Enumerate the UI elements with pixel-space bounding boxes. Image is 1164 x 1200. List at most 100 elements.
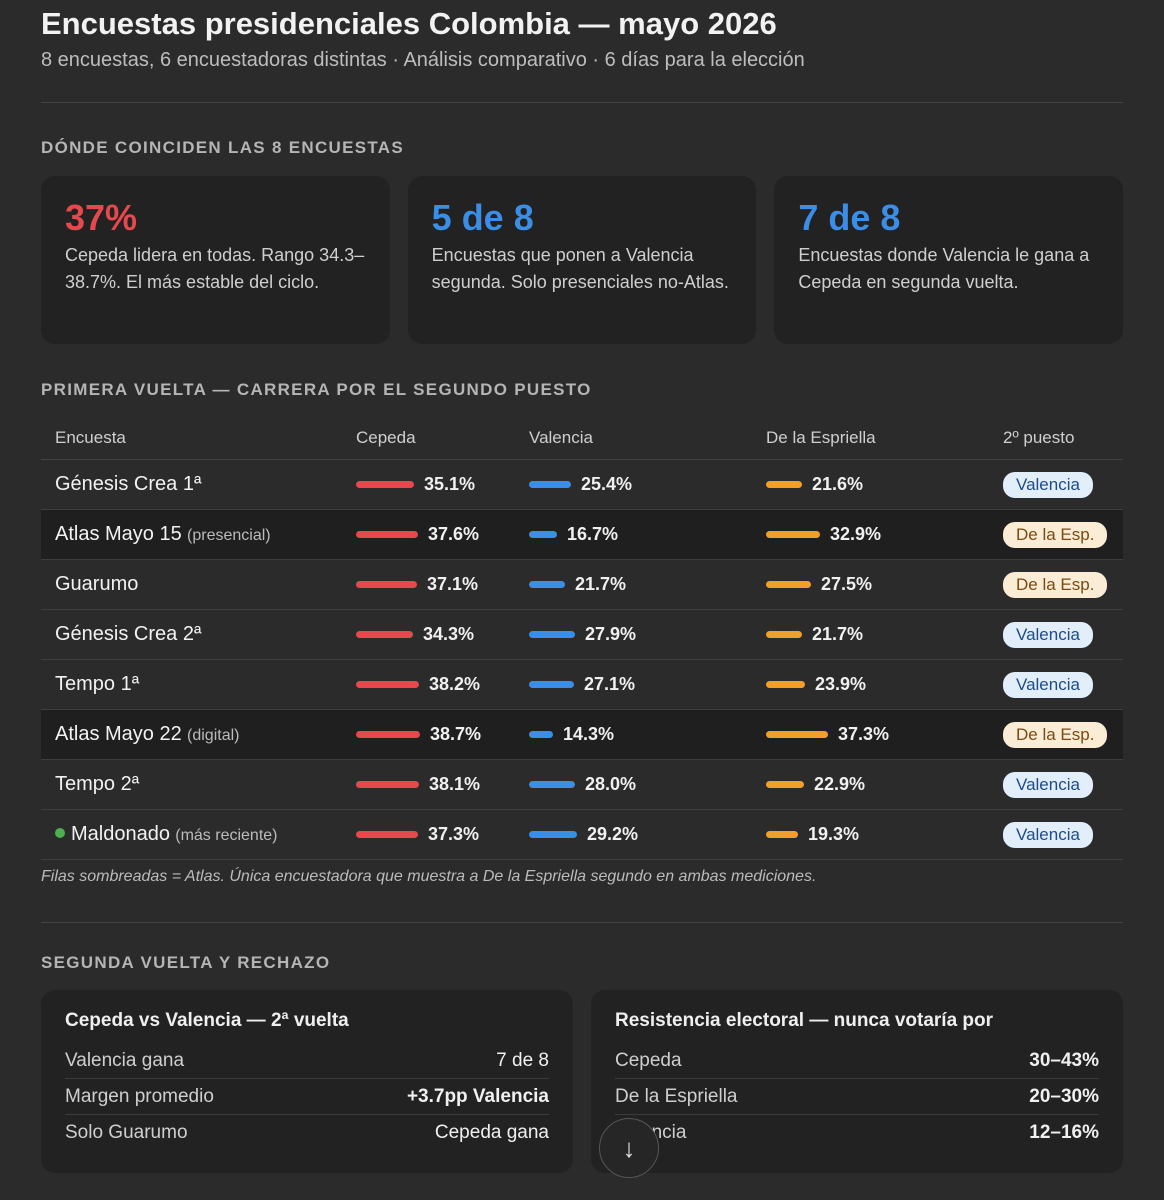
row-value: 20–30% xyxy=(1029,1085,1099,1107)
panel-title: Resistencia electoral — nunca votaría po… xyxy=(615,1010,994,1031)
pct-espriella: 32.9% xyxy=(830,524,882,544)
cell-poll: Tempo 2ª xyxy=(41,759,356,810)
rejection-panel: Resistencia electoral — nunca votaría po… xyxy=(591,990,1123,1173)
cell-cepeda: 37.1% xyxy=(356,559,529,610)
second-place-badge: Valencia xyxy=(1003,671,1093,698)
poll-note: (más reciente) xyxy=(175,827,278,844)
cell-valencia: 16.7% xyxy=(529,509,766,560)
row-value: 7 de 8 xyxy=(496,1049,549,1071)
row-label: De la Espriella xyxy=(615,1085,738,1107)
consensus-card-valencia-runoff: 7 de 8 Encuestas donde Valencia le gana … xyxy=(774,176,1124,344)
divider xyxy=(41,102,1123,103)
cell-valencia: 27.9% xyxy=(529,609,766,660)
pct-cepeda: 35.1% xyxy=(424,474,476,494)
card-big-number: 5 de 8 xyxy=(431,197,534,238)
pct-espriella: 19.3% xyxy=(808,824,860,844)
bar-cepeda xyxy=(356,581,417,588)
poll-note: (digital) xyxy=(187,727,240,744)
pct-cepeda: 37.3% xyxy=(428,824,480,844)
bar-valencia xyxy=(529,731,553,738)
poll-name: Atlas Mayo 15 xyxy=(55,523,182,545)
second-place-badge: Valencia xyxy=(1003,771,1093,798)
pct-valencia: 29.2% xyxy=(587,824,639,844)
cell-valencia: 29.2% xyxy=(529,809,766,860)
cell-cepeda: 38.1% xyxy=(356,759,529,810)
pct-valencia: 28.0% xyxy=(585,774,637,794)
cell-valencia: 27.1% xyxy=(529,659,766,710)
bar-valencia xyxy=(529,631,575,638)
second-place-badge: De la Esp. xyxy=(1003,721,1108,748)
table-body: Génesis Crea 1ª 35.1% 25.4% 21.6% Valencia At… xyxy=(41,459,1123,860)
poll-name: Guarumo xyxy=(55,573,139,595)
cell-poll: Atlas Mayo 22 (digital) xyxy=(41,709,356,760)
pct-espriella: 37.3% xyxy=(838,724,890,744)
pct-espriella: 23.9% xyxy=(815,674,867,694)
pct-cepeda: 38.2% xyxy=(429,674,481,694)
cell-valencia: 28.0% xyxy=(529,759,766,810)
bar-espriella xyxy=(766,481,802,488)
row-value: +3.7pp Valencia xyxy=(406,1085,549,1107)
poll-note: (presencial) xyxy=(187,527,271,544)
second-place-badge: De la Esp. xyxy=(1003,521,1108,548)
pct-cepeda: 34.3% xyxy=(423,624,475,644)
row-value: Cepeda gana xyxy=(434,1121,549,1143)
bar-espriella xyxy=(766,781,804,788)
bar-cepeda xyxy=(356,481,414,488)
recent-dot-icon xyxy=(55,827,65,838)
row-value: 30–43% xyxy=(1029,1049,1099,1071)
table-row: Génesis Crea 2ª 34.3% 27.9% 21.7% Valencia xyxy=(41,609,1123,660)
poll-name: Tempo 2ª xyxy=(55,773,140,795)
bar-espriella xyxy=(766,531,820,538)
bar-valencia xyxy=(529,681,574,688)
card-big-number: 7 de 8 xyxy=(798,197,901,238)
pct-valencia: 14.3% xyxy=(563,724,615,744)
cell-espriella: 21.7% xyxy=(766,609,1003,660)
polls-table: Encuesta Cepeda Valencia De la Espriella… xyxy=(41,417,1123,860)
cell-cepeda: 37.6% xyxy=(356,509,529,560)
bar-cepeda xyxy=(356,781,419,788)
pct-cepeda: 38.1% xyxy=(429,774,481,794)
pct-cepeda: 38.7% xyxy=(430,724,482,744)
cell-poll: Maldonado (más reciente) xyxy=(41,809,356,860)
pct-espriella: 21.7% xyxy=(812,624,864,644)
panel-row: De la Espriella 20–30% xyxy=(615,1079,1099,1115)
bar-espriella xyxy=(766,831,798,838)
panel-row: Solo Guarumo Cepeda gana xyxy=(65,1115,549,1150)
card-description: Encuestas donde Valencia le gana a Ceped… xyxy=(798,245,1090,292)
pct-valencia: 27.9% xyxy=(585,624,637,644)
consensus-card-cepeda: 37% Cepeda lidera en todas. Rango 34.3–3… xyxy=(41,176,390,344)
col-header-cepeda: Cepeda xyxy=(356,417,529,460)
row-label: Margen promedio xyxy=(65,1085,214,1107)
row-label: Solo Guarumo xyxy=(65,1121,188,1143)
bar-cepeda xyxy=(356,731,420,738)
table-row: Atlas Mayo 22 (digital) 38.7% 14.3% 37.3% De… xyxy=(41,709,1123,760)
runoff-heading: SEGUNDA VUELTA Y RECHAZO xyxy=(41,953,331,972)
consensus-cards: 37% Cepeda lidera en todas. Rango 34.3–3… xyxy=(41,176,1124,344)
pct-valencia: 16.7% xyxy=(567,524,619,544)
cell-second-place: Valencia xyxy=(1003,609,1123,660)
runoff-panels: Cepeda vs Valencia — 2ª vuelta Valencia … xyxy=(41,990,1123,1173)
cell-second-place: De la Esp. xyxy=(1003,559,1123,610)
col-header-second-place: 2º puesto xyxy=(1003,417,1123,460)
col-header-poll: Encuesta xyxy=(41,417,356,460)
table-footnote: Filas sombreadas = Atlas. Única encuesta… xyxy=(41,868,817,885)
table-row: Atlas Mayo 15 (presencial) 37.6% 16.7% 32.9… xyxy=(41,509,1123,560)
poll-name: Maldonado xyxy=(71,823,170,845)
cell-valencia: 21.7% xyxy=(529,559,766,610)
scroll-down-button[interactable]: ↓ xyxy=(599,1118,659,1178)
cell-espriella: 27.5% xyxy=(766,559,1003,610)
pct-espriella: 21.6% xyxy=(812,474,864,494)
bar-valencia xyxy=(529,481,571,488)
cell-espriella: 22.9% xyxy=(766,759,1003,810)
table-row: Tempo 2ª 38.1% 28.0% 22.9% Valencia xyxy=(41,759,1123,810)
pct-cepeda: 37.1% xyxy=(427,574,479,594)
card-description: Cepeda lidera en todas. Rango 34.3–38.7%… xyxy=(65,245,365,292)
bar-espriella xyxy=(766,731,828,738)
panel-row: Valencia 12–16% xyxy=(615,1115,1099,1150)
second-place-badge: Valencia xyxy=(1003,821,1093,848)
cell-second-place: Valencia xyxy=(1003,759,1123,810)
table-row: Guarumo 37.1% 21.7% 27.5% De la Esp. xyxy=(41,559,1123,610)
cell-espriella: 32.9% xyxy=(766,509,1003,560)
bar-cepeda xyxy=(356,531,418,538)
poll-name: Génesis Crea 1ª xyxy=(55,473,202,495)
